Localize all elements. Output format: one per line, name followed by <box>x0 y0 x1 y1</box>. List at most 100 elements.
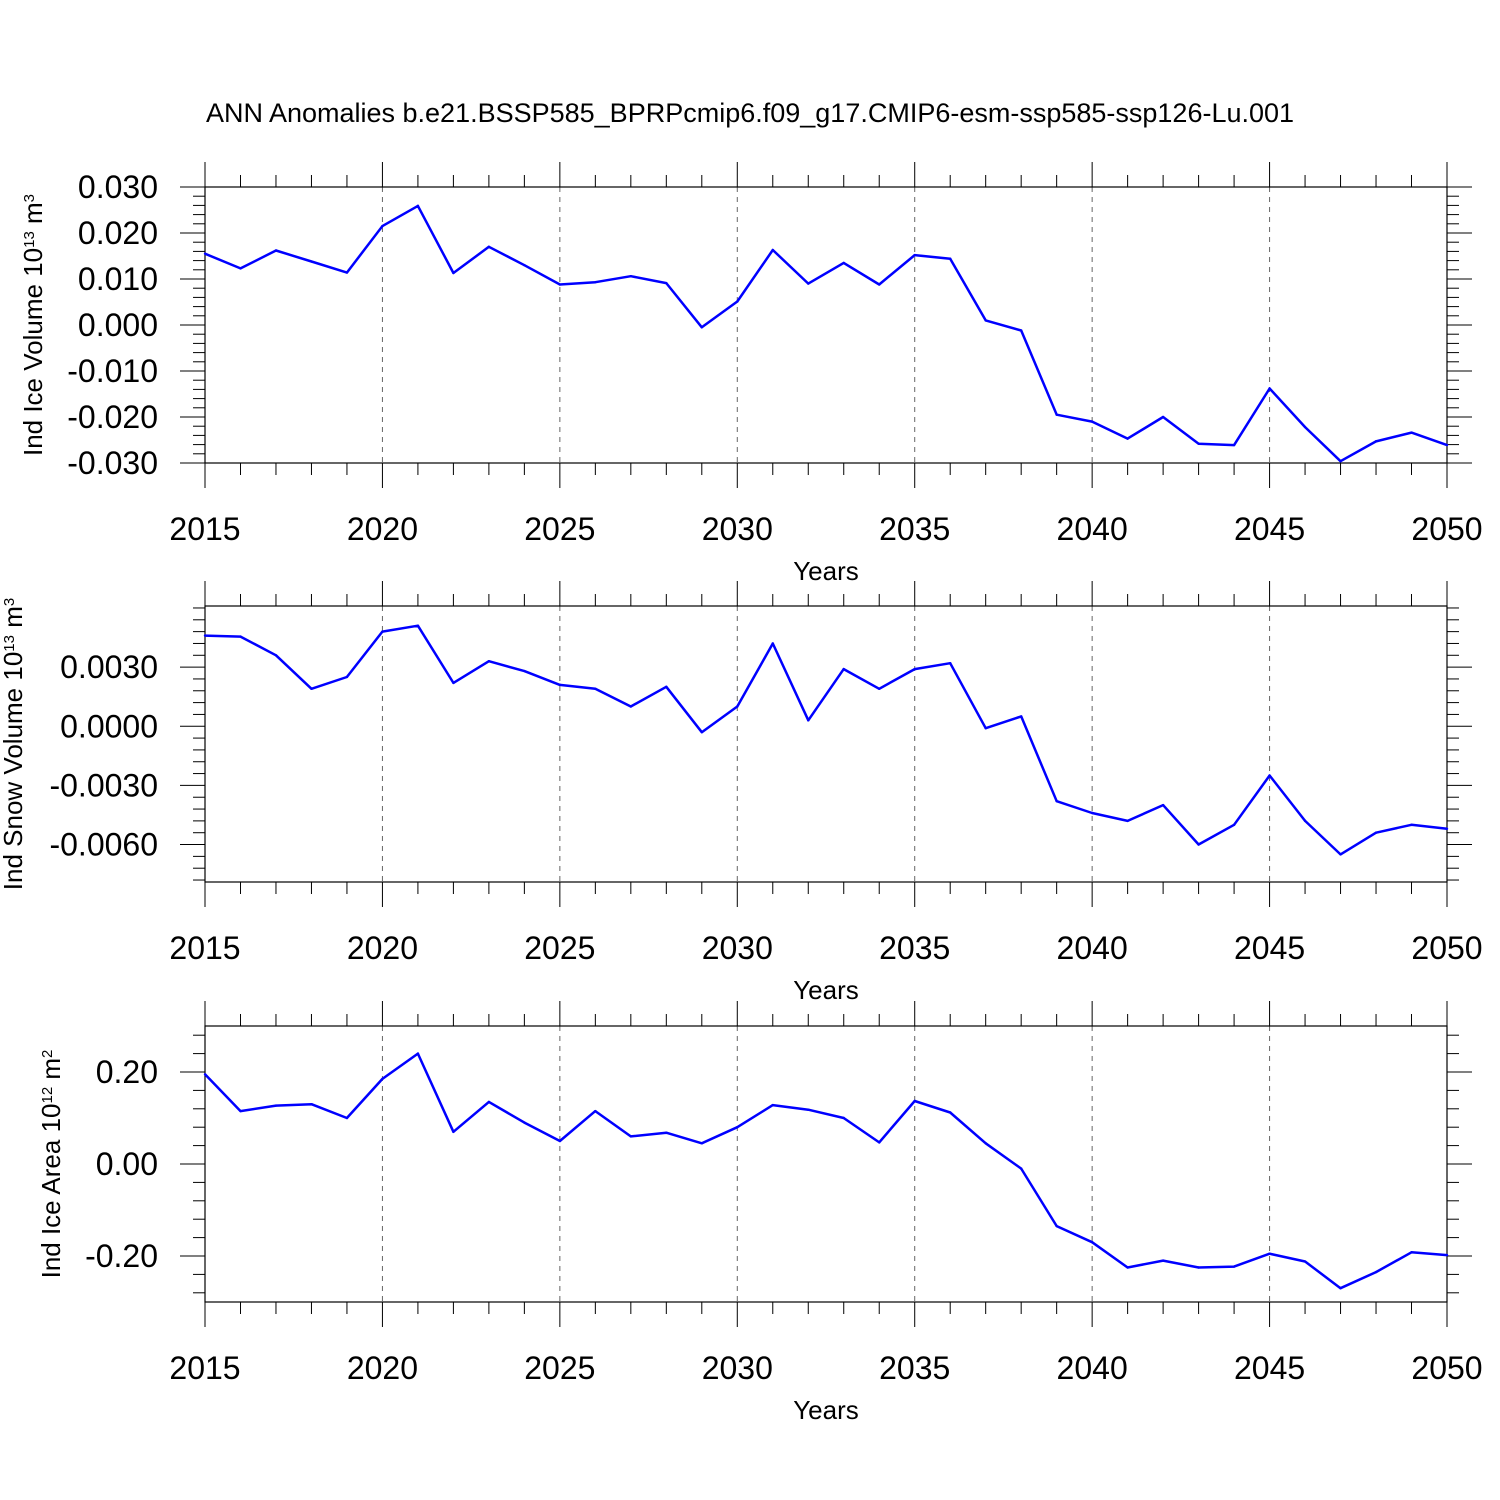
data-point <box>274 654 278 657</box>
data-point <box>1410 823 1413 827</box>
y-axis-title: Ind Snow Volume 1013 m3 <box>0 598 28 890</box>
x-tick-label: 2015 <box>169 1350 240 1386</box>
data-point <box>239 267 242 270</box>
data-point <box>1055 799 1058 803</box>
x-tick-label: 2020 <box>347 511 418 547</box>
data-point <box>203 252 207 255</box>
plot-frame <box>204 186 1448 464</box>
x-axis-title: Years <box>793 975 859 1005</box>
y-tick-label: 0.000 <box>78 307 158 343</box>
data-point <box>949 257 952 260</box>
chart-title: ANN Anomalies b.e21.BSSP585_BPRPcmip6.f0… <box>205 98 1295 128</box>
y-tick-label: 0.00 <box>96 1146 158 1182</box>
data-point <box>1161 415 1165 419</box>
x-tick-label: 2025 <box>524 1350 595 1386</box>
data-point <box>310 260 313 263</box>
data-point <box>523 264 526 267</box>
plot-frame <box>204 605 1448 883</box>
data-point <box>913 253 916 257</box>
data-point <box>523 669 526 673</box>
data-point <box>558 283 562 286</box>
data-point <box>1374 440 1378 443</box>
y-tick-label: -0.020 <box>67 399 158 435</box>
y-tick-label: -0.0060 <box>49 827 158 863</box>
data-point <box>1161 1259 1165 1262</box>
x-tick-label: 2030 <box>702 511 773 547</box>
y-tick-label: -0.0030 <box>49 767 158 803</box>
panel-3: 0.20 0.00 -0.20 2015 2020 2025 2030 2035 2040 204… <box>36 1001 1483 1425</box>
data-point <box>842 1116 845 1120</box>
x-tick-label: 2030 <box>702 930 773 966</box>
x-tick-label: 2015 <box>169 511 240 547</box>
data-point <box>1268 387 1271 390</box>
x-tick-label: 2035 <box>879 1350 950 1386</box>
data-point <box>452 271 455 275</box>
y-tick-label: 0.010 <box>78 261 158 297</box>
data-point <box>736 1126 739 1129</box>
data-point <box>274 249 278 252</box>
data-point <box>1126 1266 1129 1269</box>
x-tick-label: 2035 <box>879 930 950 966</box>
data-point <box>310 1103 313 1106</box>
data-point <box>594 687 597 690</box>
data-point <box>487 660 491 663</box>
data-point <box>1090 420 1094 423</box>
x-tick-label: 2025 <box>524 930 595 966</box>
data-point <box>1126 437 1129 440</box>
x-tick-label: 2050 <box>1411 1350 1482 1386</box>
x-tick-label: 2020 <box>347 930 418 966</box>
data-point <box>239 1109 242 1113</box>
data-point <box>1303 819 1307 823</box>
data-point <box>1268 774 1271 777</box>
data-point <box>1268 1252 1271 1255</box>
data-point <box>807 719 810 722</box>
data-point <box>700 326 703 329</box>
data-point <box>629 705 633 708</box>
x-tick-label: 2040 <box>1057 930 1128 966</box>
data-point <box>949 1111 952 1114</box>
data-point <box>700 1142 703 1145</box>
x-tick-label: 2045 <box>1234 1350 1305 1386</box>
data-point <box>1303 425 1307 429</box>
data-point <box>203 634 207 637</box>
data-point <box>1339 853 1342 856</box>
panel-2: 0.0030 0.0000 -0.0030 -0.0060 2015 2020 2025 20… <box>0 581 1483 1005</box>
data-point <box>807 282 810 285</box>
x-tick-label: 2045 <box>1234 511 1305 547</box>
data-point <box>1410 1251 1413 1254</box>
x-tick-label: 2040 <box>1057 1350 1128 1386</box>
data-point <box>1197 1266 1200 1269</box>
data-point <box>1126 819 1129 823</box>
data-point <box>594 1109 597 1113</box>
data-point <box>842 667 845 671</box>
data-point <box>771 642 774 645</box>
data-point <box>310 687 313 690</box>
data-point <box>984 727 987 730</box>
y-tick-label: -0.20 <box>85 1238 158 1274</box>
x-axis-title: Years <box>793 556 859 586</box>
y-tick-label: 0.0030 <box>60 649 158 685</box>
y-tick-label: 0.20 <box>96 1054 158 1090</box>
data-point <box>558 1139 562 1143</box>
data-point <box>1374 1270 1378 1274</box>
data-point <box>1197 442 1200 445</box>
x-tick-label: 2015 <box>169 930 240 966</box>
data-point <box>452 1130 455 1134</box>
data-point <box>1019 1167 1023 1170</box>
data-point <box>629 1135 633 1138</box>
data-point <box>487 245 491 248</box>
data-point <box>1445 827 1449 830</box>
y-tick-label: 0.020 <box>78 215 158 251</box>
x-tick-label: 2025 <box>524 511 595 547</box>
data-point <box>416 624 420 627</box>
x-tick-label: 2020 <box>347 1350 418 1386</box>
data-point <box>878 1141 881 1144</box>
series-line <box>204 204 1448 463</box>
data-point <box>700 730 703 734</box>
data-point <box>665 685 668 689</box>
data-point <box>771 248 774 252</box>
data-point <box>345 271 349 274</box>
data-point <box>984 319 987 322</box>
y-tick-label: -0.030 <box>67 445 158 481</box>
